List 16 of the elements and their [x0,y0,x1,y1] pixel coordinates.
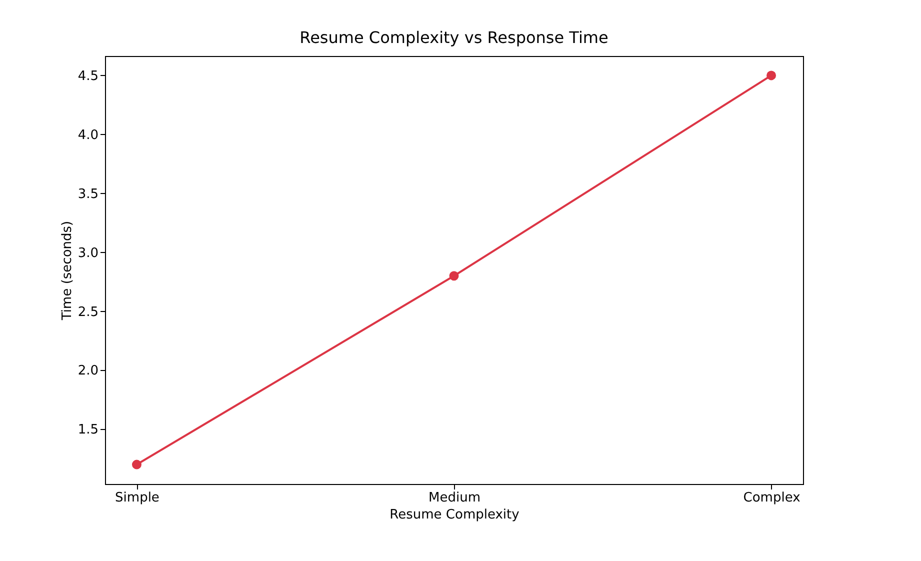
point [766,70,776,80]
point [132,460,142,470]
y-tick-label: 4.0 [78,128,98,143]
y-tick-label: 3.5 [78,186,98,202]
x-tick-label: Complex [743,490,801,506]
y-tick-label: 4.5 [78,68,98,84]
x-axis-title: Resume Complexity [390,508,520,522]
y-tick-label: 3.0 [78,246,98,261]
y-tick-label: 2.0 [78,364,98,379]
y-tick-label: 1.5 [78,422,98,438]
chart-title: Resume Complexity vs Response Time [300,28,608,47]
x-tick-label: Medium [428,490,480,506]
x-tick-label: Simple [115,490,160,506]
y-tick-label: 2.5 [78,304,98,320]
y-axis-title: Time (seconds) [60,220,75,322]
point [449,271,459,281]
